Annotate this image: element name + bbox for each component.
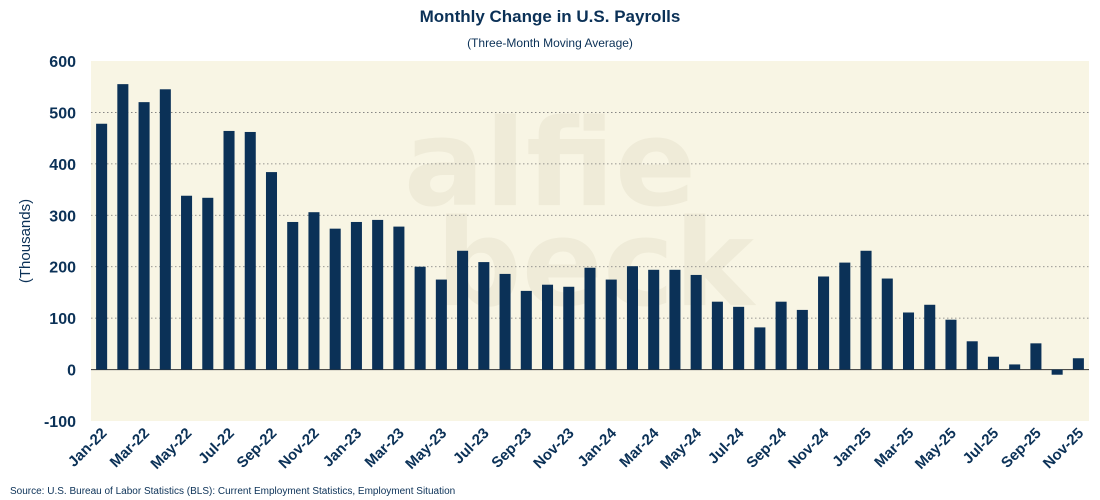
x-tick-label: Jul-25 <box>960 425 1003 468</box>
bar-aug-23 <box>499 273 511 370</box>
bar-jan-23 <box>350 221 362 370</box>
gridlines <box>91 112 1089 371</box>
bar-oct-24 <box>796 309 808 370</box>
y-tick-label: 600 <box>49 54 76 71</box>
y-tick-label: 400 <box>49 157 76 174</box>
y-axis-label: (Thousands) <box>17 199 34 283</box>
bar-dec-22 <box>329 228 341 370</box>
x-tick-label: May-24 <box>657 424 705 472</box>
bar-may-23 <box>435 279 447 370</box>
x-tick-label: Jul-22 <box>195 425 238 468</box>
y-tick-label: 500 <box>49 105 76 122</box>
y-axis-ticks: -100 0 100 200 300 400 500 600 <box>44 54 76 431</box>
x-tick-label: Sep-25 <box>998 425 1045 472</box>
x-tick-label: Mar-24 <box>616 424 663 471</box>
bar-dec-23 <box>584 267 596 370</box>
bar-aug-24 <box>754 327 766 370</box>
bar-jan-25 <box>860 250 872 370</box>
x-tick-label: Jan-24 <box>574 424 620 470</box>
bar-nov-22 <box>308 212 320 370</box>
x-tick-label: Nov-22 <box>275 425 322 472</box>
y-tick-label: 200 <box>49 260 76 277</box>
bar-nov-23 <box>563 286 575 370</box>
bar-apr-23 <box>414 266 426 370</box>
bar-may-24 <box>690 274 702 370</box>
y-tick-label: 300 <box>49 208 76 225</box>
bar-aug-25 <box>1009 364 1021 370</box>
watermark-text-bottom: beck <box>436 195 757 334</box>
bar-nov-25 <box>1072 358 1084 370</box>
x-tick-label: Jan-23 <box>320 425 366 471</box>
bar-jul-24 <box>733 306 745 370</box>
x-tick-label: May-22 <box>147 425 195 473</box>
watermark: alfie beck <box>404 95 758 334</box>
bar-sep-25 <box>1030 343 1042 370</box>
bar-dec-24 <box>839 262 851 370</box>
x-tick-label: Jan-25 <box>829 425 875 471</box>
chart-subtitle: (Three-Month Moving Average) <box>467 36 633 50</box>
x-tick-label: Jul-23 <box>450 425 493 468</box>
x-tick-label: Jul-24 <box>705 424 748 467</box>
watermark-text-top: alfie <box>404 95 696 234</box>
x-tick-label: Mar-23 <box>362 425 408 471</box>
y-tick-label: 0 <box>67 363 76 380</box>
bar-feb-22 <box>117 84 129 370</box>
bar-oct-22 <box>287 221 299 370</box>
y-tick-label: -100 <box>44 414 76 431</box>
bar-aug-22 <box>244 131 256 370</box>
x-tick-label: Sep-23 <box>488 425 535 472</box>
bar-jun-25 <box>966 341 978 370</box>
bar-jan-24 <box>605 279 617 370</box>
x-tick-label: May-23 <box>402 425 450 473</box>
bar-apr-25 <box>924 304 936 370</box>
source-note: Source: U.S. Bureau of Labor Statistics … <box>10 486 456 497</box>
y-tick-label: 100 <box>49 311 76 328</box>
bar-feb-23 <box>372 219 384 370</box>
bar-jul-22 <box>223 130 235 370</box>
bar-feb-24 <box>626 266 638 370</box>
bar-sep-22 <box>265 172 278 370</box>
x-tick-label: Jan-22 <box>65 425 111 471</box>
bar-apr-22 <box>159 89 171 370</box>
bar-may-22 <box>181 195 193 370</box>
bar-jul-23 <box>478 262 490 370</box>
x-tick-label: Sep-24 <box>743 424 790 471</box>
bar-mar-25 <box>902 312 915 370</box>
bar-apr-24 <box>669 269 681 370</box>
bar-jun-22 <box>202 197 214 370</box>
bar-mar-22 <box>138 102 150 370</box>
bar-jun-23 <box>457 250 469 370</box>
bar-oct-25 <box>1051 369 1063 375</box>
bar-jun-24 <box>711 301 723 370</box>
bar-oct-23 <box>542 284 554 370</box>
bar-may-25 <box>945 319 957 370</box>
chart-title: Monthly Change in U.S. Payrolls <box>419 7 681 26</box>
bar-sep-23 <box>520 290 532 370</box>
bar-jul-25 <box>987 356 999 370</box>
x-tick-label: May-25 <box>912 425 960 473</box>
x-tick-label: Nov-25 <box>1040 425 1087 472</box>
x-tick-label: Sep-22 <box>234 425 281 472</box>
x-tick-label: Nov-24 <box>785 424 833 472</box>
bar-feb-25 <box>881 278 893 370</box>
x-tick-label: Mar-25 <box>871 425 917 471</box>
bar-jan-22 <box>96 123 108 370</box>
bar-mar-23 <box>393 226 405 370</box>
bar-mar-24 <box>648 269 660 370</box>
bar-sep-24 <box>775 301 787 370</box>
x-tick-label: Nov-23 <box>530 425 577 472</box>
bar-nov-24 <box>818 276 830 370</box>
x-tick-label: Mar-22 <box>107 425 153 471</box>
bars <box>96 84 1084 375</box>
